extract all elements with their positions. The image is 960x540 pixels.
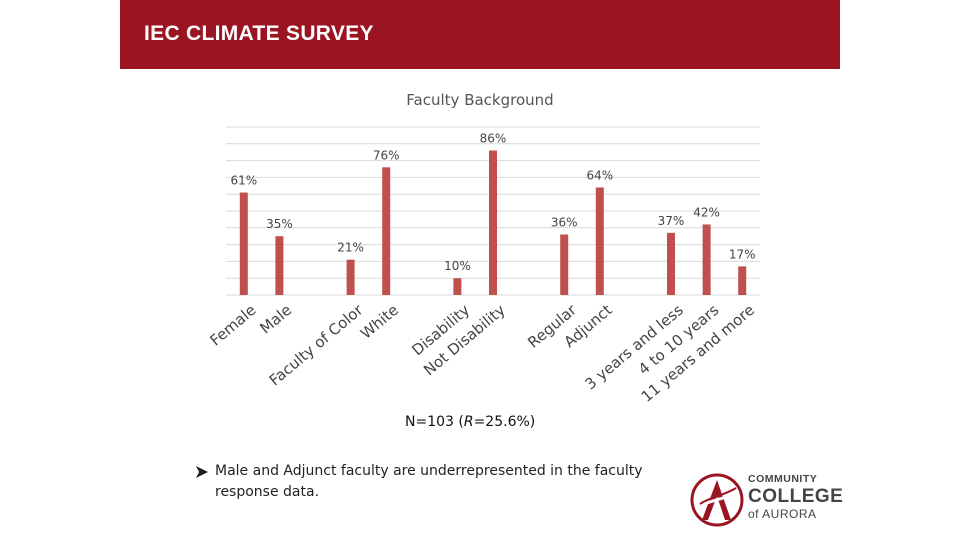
chart-value-labels: 61% 35% 21% 76% 10% 86% 36% 64% 37% 42% 17% bbox=[230, 132, 755, 274]
logo-line-community: COMMUNITY bbox=[748, 473, 818, 485]
bar-female bbox=[239, 192, 248, 295]
category-label: Female bbox=[206, 301, 259, 350]
sample-size-note: N=103 (R=25.6%) bbox=[405, 414, 535, 430]
value-label: 86% bbox=[480, 132, 507, 146]
bar-not-disability bbox=[489, 150, 497, 295]
value-label: 37% bbox=[658, 214, 685, 228]
bar-3-years-and-less bbox=[667, 232, 675, 295]
value-label: 36% bbox=[551, 216, 578, 230]
bar-faculty-of-color bbox=[346, 259, 355, 295]
bar-regular bbox=[560, 234, 569, 295]
value-label: 76% bbox=[373, 148, 400, 162]
bar-disability bbox=[453, 278, 462, 295]
bar-11-years-and-more bbox=[738, 266, 747, 295]
response-rate-symbol: R bbox=[463, 414, 474, 430]
chart-title: Faculty Background bbox=[406, 91, 553, 109]
value-label: 61% bbox=[230, 174, 257, 188]
chart-bars bbox=[239, 150, 747, 295]
category-label: Male bbox=[256, 301, 295, 338]
college-logo: COMMUNITY COLLEGE of AURORA bbox=[690, 470, 860, 530]
faculty-background-chart: Faculty Background 61% 35% 21% 76% 10% 86% 36%… bbox=[206, 91, 760, 406]
bar-male bbox=[275, 236, 284, 295]
bullet-point: Male and Adjunct faculty are underrepres… bbox=[195, 461, 675, 503]
bar-4-to-10-years bbox=[702, 224, 711, 295]
category-label: White bbox=[357, 301, 402, 343]
value-label: 64% bbox=[586, 168, 613, 182]
header-banner: IEC CLIMATE SURVEY bbox=[120, 0, 840, 69]
college-logo-mark-icon bbox=[690, 473, 744, 527]
value-label: 17% bbox=[729, 247, 756, 261]
value-label: 35% bbox=[266, 217, 293, 231]
bar-white bbox=[382, 167, 391, 295]
response-rate-value: =25.6%) bbox=[473, 414, 536, 430]
value-label: 21% bbox=[337, 241, 364, 255]
arrow-bullet-icon bbox=[196, 466, 208, 478]
sample-size-text: N=103 ( bbox=[405, 414, 464, 430]
page-title: IEC CLIMATE SURVEY bbox=[144, 22, 374, 45]
logo-line-college: COLLEGE bbox=[748, 485, 844, 507]
bar-adjunct bbox=[595, 187, 604, 295]
logo-line-aurora: of AURORA bbox=[748, 506, 817, 521]
bullet-text: Male and Adjunct faculty are underrepres… bbox=[215, 463, 643, 500]
value-label: 10% bbox=[444, 259, 471, 273]
value-label: 42% bbox=[693, 205, 720, 219]
college-logo-text: COMMUNITY COLLEGE of AURORA bbox=[748, 474, 843, 520]
